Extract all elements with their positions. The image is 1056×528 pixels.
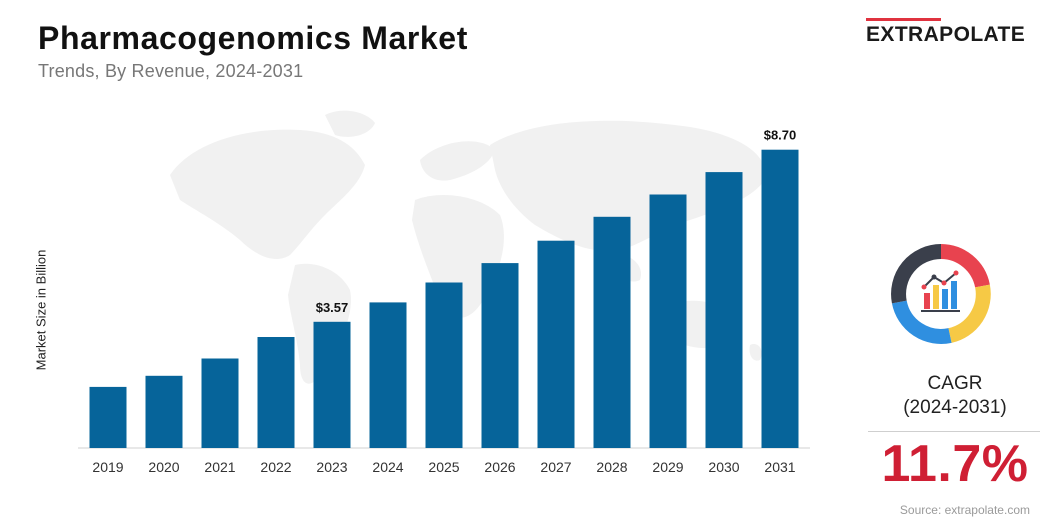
mini-bars-icon [921, 270, 960, 312]
x-tick-label-2029: 2029 [652, 459, 683, 475]
donut-chart-icon [891, 244, 991, 344]
data-label-2031: $8.70 [764, 128, 797, 143]
x-tick-label-2024: 2024 [372, 459, 403, 475]
x-tick-label-2019: 2019 [92, 459, 123, 475]
x-tick-label-2026: 2026 [484, 459, 515, 475]
cagr-divider [868, 431, 1040, 432]
x-tick-label-2022: 2022 [260, 459, 291, 475]
bar-2030 [705, 172, 743, 448]
page-title: Pharmacogenomics Market [38, 20, 468, 56]
y-axis-label: Market Size in Billion [33, 249, 49, 371]
donut-segment-yellow [947, 284, 991, 343]
cagr-label: CAGR (2024-2031) [866, 372, 1044, 420]
donut-segment-dark [891, 244, 942, 304]
bar-2024 [369, 302, 407, 448]
bar-2027 [537, 240, 575, 448]
page-subtitle: Trends, By Revenue, 2024-2031 [38, 61, 304, 81]
logo-text: EXTRAPOLATE [866, 23, 1026, 46]
bar-2021 [201, 358, 239, 448]
data-label-2023: $3.57 [316, 300, 349, 315]
x-tick-label-2031: 2031 [764, 459, 795, 475]
x-tick-label-2028: 2028 [596, 459, 627, 475]
x-tick-label-2025: 2025 [428, 459, 459, 475]
extrapolate-logo: EXTRAPOLATE [866, 18, 1040, 48]
source-note: Source: extrapolate.com [899, 503, 1030, 517]
donut-segment-red [940, 244, 990, 288]
x-tick-label-2023: 2023 [316, 459, 347, 475]
bar-2026 [481, 263, 519, 448]
bar-2019 [89, 386, 127, 448]
bar-2022 [257, 337, 295, 448]
x-tick-label-2027: 2027 [540, 459, 571, 475]
donut-segment-blue [891, 300, 952, 344]
bar-2031 [761, 149, 799, 448]
cagr-value: 11.7% [881, 435, 1029, 493]
market-size-bar-chart: 2019 2020 2021 2022 2023 $3.57 2024 2025 2026 202… [78, 128, 810, 475]
bar-2023 [313, 321, 351, 448]
x-tick-label-2021: 2021 [204, 459, 235, 475]
bar-2028 [593, 216, 631, 448]
x-tick-label-2030: 2030 [708, 459, 739, 475]
cagr-title: CAGR [927, 373, 983, 394]
x-tick-label-2020: 2020 [148, 459, 179, 475]
bar-2020 [145, 375, 183, 448]
logo-accent-bar [866, 18, 941, 21]
cagr-period: (2024-2031) [903, 396, 1007, 418]
bar-2029 [649, 194, 687, 448]
bar-2025 [425, 282, 463, 448]
